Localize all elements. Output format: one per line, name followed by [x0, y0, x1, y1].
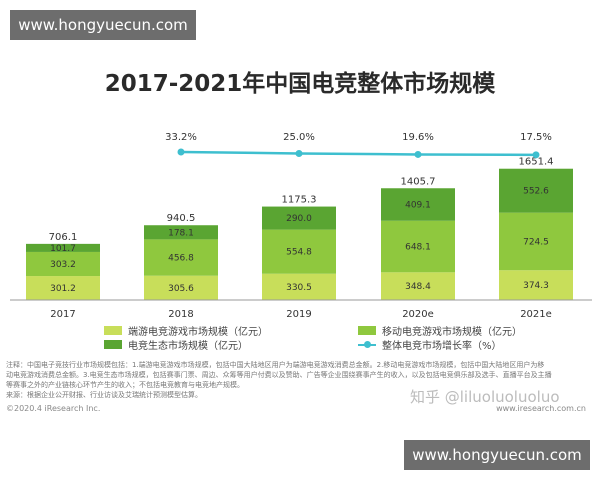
- growth-point-2021e: [532, 151, 540, 159]
- legend-client-games: 端游电竞游戏市场规模（亿元）: [104, 323, 268, 338]
- footer-website: www.iresearch.com.cn: [496, 404, 586, 413]
- growth-label-2021e: 17.5%: [520, 132, 552, 143]
- bar-ecosystem-2021e: [499, 168, 573, 213]
- bar-client-games-2020e: [381, 272, 455, 300]
- legend-label-client-games: 端游电竞游戏市场规模（亿元）: [128, 327, 268, 338]
- bar-mobile-games-2018: [144, 239, 218, 276]
- data-label-ecosystem-2021e: 552.6: [523, 187, 549, 197]
- x-tick-label-2019: 2019: [286, 309, 311, 320]
- note-line-2: 动电竞游戏消费总金额。3.电竞生态市场规模，包括赛事门票、周边、众筹等用户付费以…: [6, 371, 552, 379]
- data-label-ecosystem-2017: 101.7: [50, 244, 76, 254]
- bar-ecosystem-2017: [26, 243, 100, 252]
- bar-client-games-2018: [144, 275, 218, 300]
- legend-mobile-games: 移动电竞游戏市场规模（亿元）: [358, 323, 522, 338]
- note-line-3: 等赛事之外的产业链核心环节产生的收入；不包括电竞教育与电竞地产规模。: [6, 381, 244, 389]
- data-label-mobile-games-2017: 303.2: [50, 260, 76, 270]
- bar-mobile-games-2020e: [381, 220, 455, 273]
- data-label-client-games-2018: 305.6: [168, 284, 194, 294]
- bar-mobile-games-2017: [26, 251, 100, 277]
- legend-growth-rate: 整体电竞市场增长率（%）: [358, 337, 502, 352]
- legend-label-ecosystem: 电竞生态市场规模（亿元）: [128, 341, 248, 352]
- watermark-top: www.hongyuecun.com: [10, 10, 196, 40]
- x-tick-label-2020e: 2020e: [402, 309, 434, 320]
- bar-ecosystem-2018: [144, 225, 218, 240]
- watermark-bottom: www.hongyuecun.com: [404, 440, 590, 470]
- data-label-client-games-2020e: 348.4: [405, 282, 431, 292]
- zhihu-watermark: 知乎 @liluoluoluoluo: [410, 388, 560, 406]
- legend-ecosystem: 电竞生态市场规模（亿元）: [104, 337, 248, 352]
- total-label-2020e: 1405.7: [401, 176, 436, 187]
- legend-swatch-ecosystem: [104, 340, 122, 349]
- bar-mobile-games-2019: [262, 229, 336, 274]
- data-label-ecosystem-2018: 178.1: [168, 228, 194, 238]
- note-line-1: 注释：中国电子竞技行业市场规模包括：1.端游电竞游戏市场规模，包括中国大陆地区用…: [6, 361, 545, 369]
- data-label-mobile-games-2019: 554.8: [286, 248, 312, 258]
- data-label-mobile-games-2018: 456.8: [168, 254, 194, 264]
- data-label-mobile-games-2021e: 724.5: [523, 237, 549, 247]
- data-label-client-games-2017: 301.2: [50, 284, 76, 294]
- growth-label-2018: 33.2%: [165, 132, 197, 143]
- total-label-2018: 940.5: [167, 213, 196, 224]
- bar-mobile-games-2021e: [499, 212, 573, 271]
- legend-swatch-growth-rate: [358, 340, 376, 349]
- total-label-2019: 1175.3: [282, 195, 317, 206]
- legend-swatch-mobile-games: [358, 326, 376, 335]
- legend-swatch-client-games: [104, 326, 122, 335]
- legend-label-growth-rate: 整体电竞市场增长率（%）: [382, 341, 502, 352]
- note-line-4: 来源：根据企业公开财报、行业访谈及艾瑞统计预测模型估算。: [6, 391, 202, 399]
- growth-rate-line: [180, 150, 537, 157]
- legend-label-mobile-games: 移动电竞游戏市场规模（亿元）: [382, 327, 522, 338]
- growth-label-2019: 25.0%: [283, 132, 315, 143]
- bar-ecosystem-2020e: [381, 188, 455, 221]
- data-label-ecosystem-2019: 290.0: [286, 214, 312, 224]
- x-tick-label-2018: 2018: [168, 309, 193, 320]
- footer-copyright: ©2020.4 iResearch Inc.: [6, 404, 101, 413]
- total-label-2017: 706.1: [49, 232, 78, 243]
- growth-point-2018: [177, 148, 185, 156]
- bar-client-games-2017: [26, 276, 100, 300]
- data-label-mobile-games-2020e: 648.1: [405, 243, 431, 253]
- data-label-ecosystem-2020e: 409.1: [405, 201, 431, 211]
- notes: 注释：中国电子竞技行业市场规模包括：1.端游电竞游戏市场规模，包括中国大陆地区用…: [6, 360, 566, 400]
- chart-title: 2017-2021年中国电竞整体市场规模: [104, 71, 496, 97]
- growth-point-2020e: [414, 150, 422, 158]
- bar-client-games-2021e: [499, 270, 573, 300]
- x-tick-label-2021e: 2021e: [520, 309, 552, 320]
- total-label-2021e: 1651.4: [519, 157, 554, 168]
- bar-client-games-2019: [262, 273, 336, 300]
- x-tick-label-2017: 2017: [50, 309, 75, 320]
- data-label-client-games-2019: 330.5: [286, 283, 312, 293]
- bar-ecosystem-2019: [262, 206, 336, 230]
- data-label-client-games-2021e: 374.3: [523, 281, 549, 291]
- growth-point-2019: [295, 149, 303, 157]
- growth-label-2020e: 19.6%: [402, 132, 434, 143]
